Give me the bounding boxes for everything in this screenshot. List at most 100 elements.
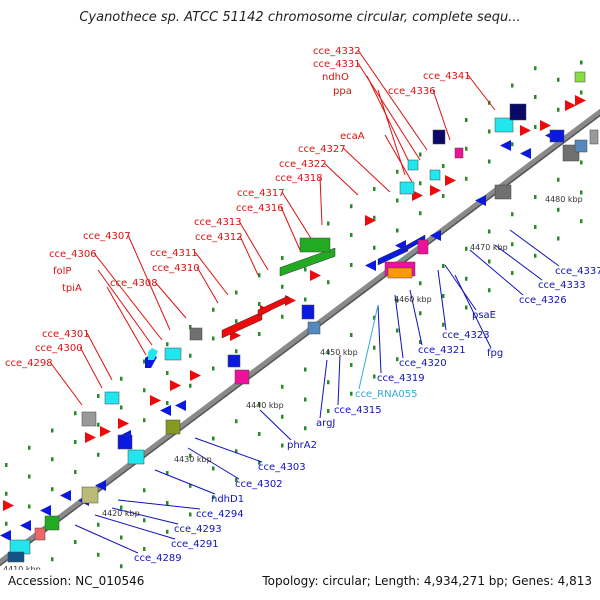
gene-feature [20, 520, 31, 531]
gene-feature [81, 486, 99, 504]
tick-mark [97, 452, 100, 457]
leader-line [337, 354, 341, 406]
tick-mark [143, 518, 146, 523]
gene-feature [164, 347, 182, 361]
leader-line [93, 252, 163, 341]
tick-mark [189, 483, 192, 488]
tick-mark [350, 333, 353, 337]
genome-map: 4410 kbp 4420 kbp 4430 kbp 4440 kbp 4450 kbp… [0, 46, 600, 570]
gene-feature [574, 71, 586, 83]
tick-mark [465, 118, 468, 122]
tick-mark [534, 195, 537, 199]
tick-mark [465, 276, 468, 281]
gene-label: folP [53, 266, 71, 277]
tick-mark [51, 487, 54, 492]
gene-feature [227, 354, 241, 368]
gene-feature [234, 369, 250, 385]
gene-label: cce_4322 [279, 159, 327, 170]
tick-mark [235, 419, 238, 424]
gene-feature [160, 405, 171, 416]
leader-line [239, 235, 259, 276]
tick-mark [166, 401, 169, 405]
gene-label: cce_4302 [235, 479, 283, 490]
gene-label: cce_4326 [519, 295, 567, 306]
leader-line [74, 524, 139, 554]
gene-label: cce_RNA055 [355, 389, 418, 400]
gene-label: cce_4303 [258, 462, 306, 473]
leader-line [194, 251, 229, 296]
tick-mark [373, 245, 376, 250]
gene-label: cce_4312 [195, 232, 243, 243]
gene-feature [417, 239, 429, 255]
tick-mark [212, 307, 215, 312]
tick-mark [327, 280, 330, 285]
tick-mark [373, 315, 376, 320]
gene-feature [565, 100, 576, 111]
leader-line [342, 147, 391, 193]
leader-line [154, 281, 187, 319]
gene-feature [445, 175, 456, 186]
tick-mark [120, 505, 123, 510]
tick-mark [189, 325, 192, 329]
tick-mark [120, 405, 123, 410]
tick-mark [419, 181, 422, 186]
leader-line [358, 304, 379, 390]
tick-mark [212, 336, 215, 341]
leader-line [323, 162, 359, 196]
tick-mark [373, 374, 376, 379]
accession-label: Accession: NC_010546 [8, 574, 145, 588]
tick-mark [258, 402, 261, 406]
leader-line [357, 49, 428, 151]
tick-mark [557, 77, 560, 82]
gene-feature [475, 195, 486, 206]
gene-label: cce_4320 [399, 358, 447, 369]
tick-mark [511, 271, 514, 275]
gene-label: tpiA [62, 283, 82, 294]
tick-mark [97, 422, 100, 427]
leader-line [49, 361, 83, 406]
tick-mark [350, 204, 353, 209]
tick-mark [235, 290, 238, 295]
tick-mark [511, 212, 514, 217]
tick-mark [97, 522, 100, 527]
leader-line [97, 269, 153, 346]
gene-feature [301, 304, 315, 320]
gene-feature [3, 500, 14, 511]
tick-mark [281, 384, 284, 389]
tick-mark [212, 495, 215, 500]
tick-mark [304, 397, 307, 402]
tick-mark [5, 491, 8, 496]
map-title: Cyanothece sp. ATCC 51142 chromosome cir… [79, 10, 521, 25]
tick-mark [442, 164, 445, 168]
leader-line [106, 286, 147, 356]
tick-mark [511, 142, 514, 147]
gene-feature [95, 480, 106, 491]
leader-line [86, 332, 113, 381]
tick-mark [396, 357, 399, 362]
gene-feature [454, 147, 464, 159]
tick-mark [281, 256, 284, 260]
gene-label: cce_4317 [237, 188, 285, 199]
leader-line [319, 176, 323, 226]
gene-feature [520, 148, 531, 159]
gene-feature [170, 380, 181, 391]
tick-mark [534, 95, 537, 99]
gene-feature [365, 215, 376, 226]
gene-feature [100, 426, 111, 437]
gene-label: argJ [316, 418, 335, 429]
tick-mark [442, 194, 445, 198]
tick-mark [419, 152, 422, 157]
leader-line [444, 264, 477, 311]
gene-label: cce_4308 [110, 278, 158, 289]
tick-mark [235, 349, 238, 354]
tick-mark [465, 246, 468, 251]
tick-mark [281, 443, 284, 448]
tick-mark [74, 540, 77, 544]
tick-mark [235, 478, 238, 482]
leader-line [238, 220, 269, 271]
tick-mark [488, 229, 491, 234]
gene-feature [429, 169, 441, 181]
gene-feature [299, 237, 331, 253]
tick-mark [442, 322, 445, 327]
gene-feature [175, 400, 186, 411]
